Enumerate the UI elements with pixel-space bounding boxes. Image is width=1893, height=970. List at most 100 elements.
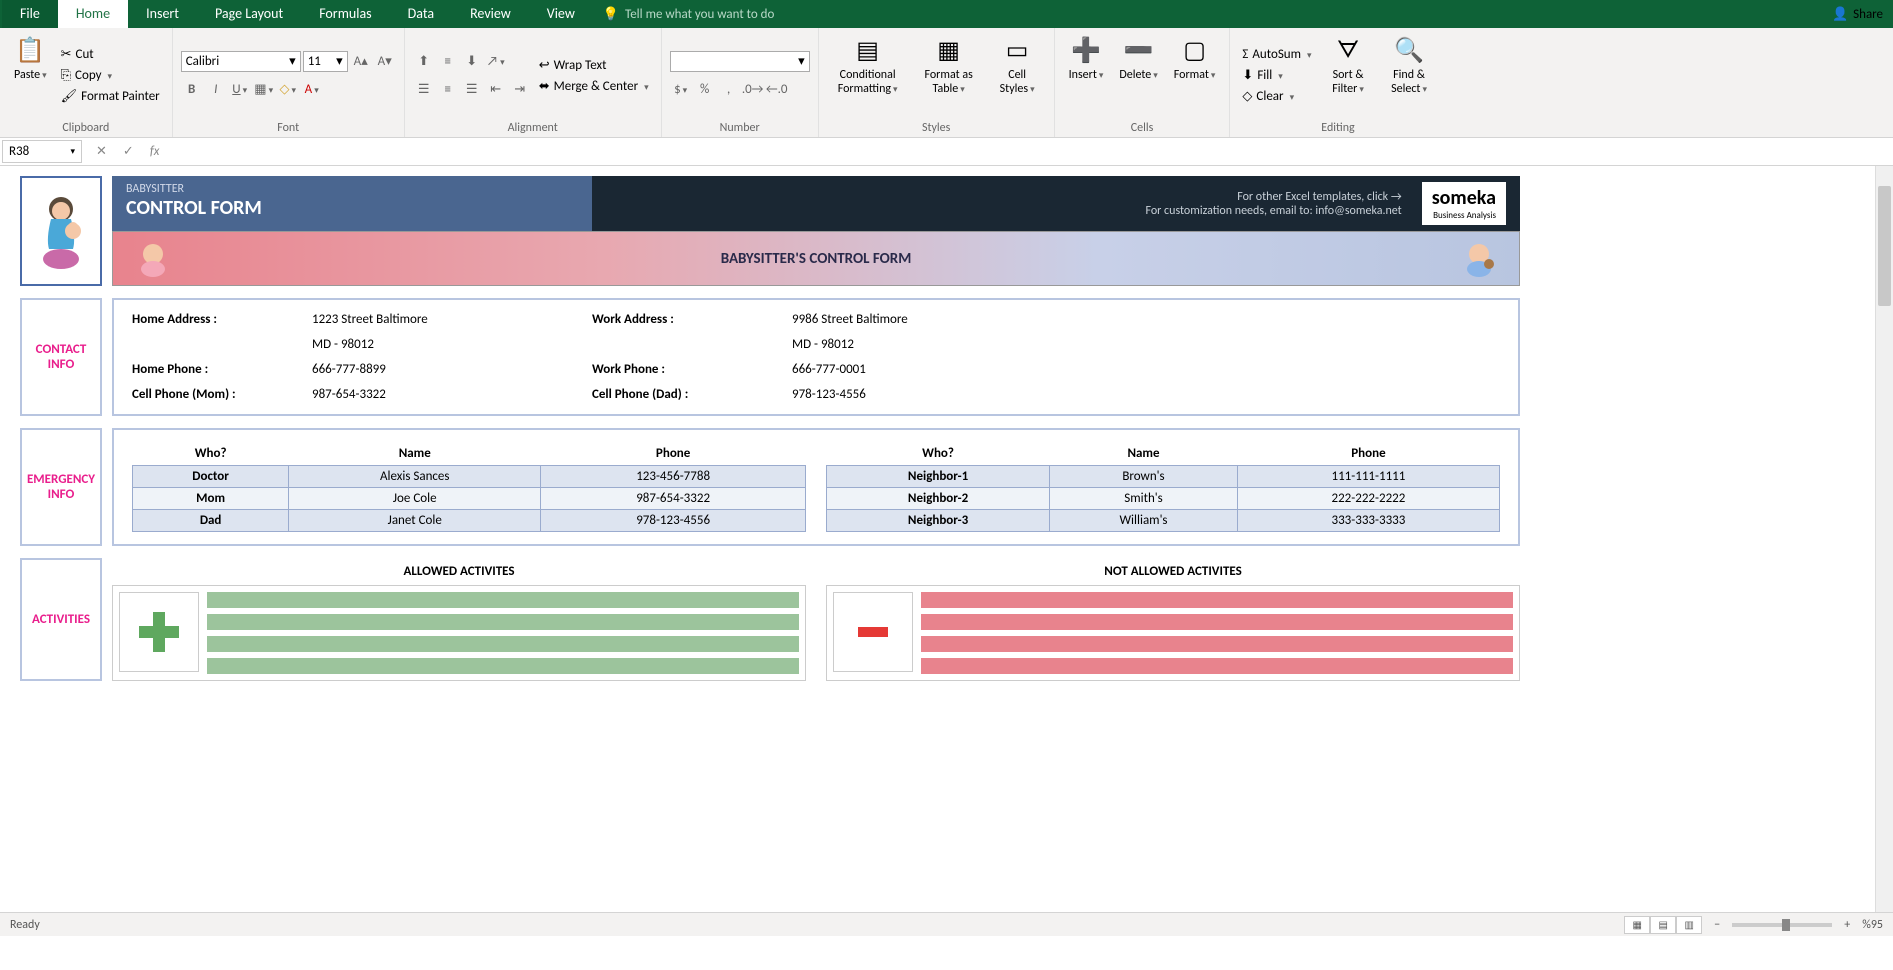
italic-button[interactable]: I [205, 79, 227, 101]
align-bottom-button[interactable]: ⬇ [461, 51, 483, 73]
align-top-button[interactable]: ⬆ [413, 51, 435, 73]
alignment-group-label: Alignment [413, 119, 653, 135]
currency-button[interactable]: $ [670, 78, 692, 100]
fill-color-button[interactable]: ◇ [277, 79, 299, 101]
cell-styles-button[interactable]: ▭ Cell Styles [989, 32, 1046, 119]
bold-button[interactable]: B [181, 79, 203, 101]
align-center-button[interactable]: ≡ [437, 79, 459, 101]
header-subtitle: BABYSITTER [126, 182, 578, 196]
share-button[interactable]: 👤 Share [1822, 1, 1893, 28]
allowed-line [207, 592, 799, 608]
share-icon: 👤 [1832, 7, 1848, 22]
baby-icon-left [133, 239, 173, 279]
format-painter-button[interactable]: 🖌Format Painter [57, 87, 164, 106]
tab-data[interactable]: Data [390, 0, 452, 28]
home-phone: 666-777-8899 [312, 362, 592, 377]
normal-view-button[interactable]: ▦ [1624, 916, 1650, 934]
format-icon: ▢ [1179, 34, 1211, 66]
decrease-font-button[interactable]: A▾ [374, 51, 396, 73]
name-box[interactable]: R38▾ [2, 140, 82, 163]
activities-box: ALLOWED ACTIVITES NOT ALLOWED ACTIVITES [112, 558, 1520, 681]
font-size-combo[interactable]: 11▾ [303, 51, 348, 72]
find-select-button[interactable]: 🔍Find & Select [1381, 32, 1438, 119]
zoom-in-button[interactable]: + [1844, 918, 1850, 932]
contact-box: Home Address : 1223 Street Baltimore Wor… [112, 298, 1520, 416]
wrap-icon: ↩ [539, 58, 550, 73]
wrap-text-button[interactable]: ↩Wrap Text [535, 56, 653, 75]
format-cells-button[interactable]: ▢Format [1168, 32, 1222, 119]
home-addr-2: MD - 98012 [312, 337, 592, 352]
tell-me-search[interactable]: 💡 Tell me what you want to do [593, 1, 785, 28]
group-alignment: ⬆ ≡ ⬇ ↗ ☰ ≡ ☰ ⇤ ⇥ ↩Wrap Text ⬌Merge & Ce… [405, 28, 662, 137]
cancel-formula-button[interactable]: ✕ [92, 144, 111, 159]
find-icon: 🔍 [1393, 34, 1425, 66]
tab-file[interactable]: File [2, 0, 58, 28]
number-format-combo[interactable]: ▾ [670, 51, 810, 72]
group-font: Calibri▾ 11▾ A▴ A▾ B I U ▦ ◇ A Font [173, 28, 405, 137]
percent-button[interactable]: % [694, 78, 716, 100]
fill-button[interactable]: ⬇Fill [1238, 66, 1315, 85]
insert-icon: ➕ [1070, 34, 1102, 66]
merge-icon: ⬌ [539, 79, 550, 94]
align-left-button[interactable]: ☰ [413, 79, 435, 101]
tab-insert[interactable]: Insert [128, 0, 197, 28]
fx-button[interactable]: fx [146, 144, 164, 159]
cell-mom: 987-654-3322 [312, 387, 592, 402]
conditional-formatting-button[interactable]: ▤ Conditional Formatting [827, 32, 909, 119]
tab-view[interactable]: View [529, 0, 593, 28]
delete-cells-button[interactable]: ➖Delete [1113, 32, 1163, 119]
cut-button[interactable]: ✂Cut [57, 45, 164, 64]
form-header: BABYSITTER CONTROL FORM For other Excel … [112, 176, 1520, 231]
not-allowed-line [921, 592, 1513, 608]
increase-indent-button[interactable]: ⇥ [509, 79, 531, 101]
orientation-button[interactable]: ↗ [485, 51, 507, 73]
align-middle-button[interactable]: ≡ [437, 51, 459, 73]
align-right-button[interactable]: ☰ [461, 79, 483, 101]
eraser-icon: ◇ [1242, 89, 1252, 104]
clear-button[interactable]: ◇Clear [1238, 87, 1315, 106]
group-clipboard: 📋 Paste ✂Cut ⎘Copy 🖌Format Painter Clipb… [0, 28, 173, 137]
comma-button[interactable]: , [718, 78, 740, 100]
insert-cells-button[interactable]: ➕Insert [1063, 32, 1110, 119]
paste-icon: 📋 [14, 34, 46, 66]
page-break-view-button[interactable]: ▥ [1676, 916, 1702, 934]
copy-button[interactable]: ⎘Copy [57, 66, 164, 85]
paste-button[interactable]: 📋 Paste [8, 32, 53, 119]
increase-font-button[interactable]: A▴ [350, 51, 372, 73]
header-title: CONTROL FORM [126, 196, 578, 220]
zoom-slider[interactable] [1732, 923, 1832, 927]
zoom-level[interactable]: %95 [1862, 918, 1883, 932]
table-icon: ▦ [933, 34, 965, 66]
vertical-scrollbar[interactable] [1875, 166, 1893, 912]
decrease-indent-button[interactable]: ⇤ [485, 79, 507, 101]
font-group-label: Font [181, 119, 396, 135]
sheet-area[interactable]: BABYSITTER CONTROL FORM For other Excel … [0, 166, 1893, 912]
border-button[interactable]: ▦ [253, 79, 275, 101]
underline-button[interactable]: U [229, 79, 251, 101]
delete-icon: ➖ [1123, 34, 1155, 66]
home-addr-label: Home Address : [132, 312, 312, 327]
page-layout-view-button[interactable]: ▤ [1650, 916, 1676, 934]
email-link[interactable]: For customization needs, email to: info@… [1145, 204, 1401, 218]
table-row: Neighbor-3William's333-333-3333 [827, 510, 1500, 532]
font-color-button[interactable]: A [301, 79, 323, 101]
templates-link[interactable]: For other Excel templates, click → [1145, 190, 1401, 204]
mother-logo [20, 176, 102, 286]
styles-icon: ▭ [1001, 34, 1033, 66]
table-row: Neighbor-2Smith's222-222-2222 [827, 488, 1500, 510]
format-as-table-button[interactable]: ▦ Format as Table [913, 32, 985, 119]
share-label: Share [1853, 7, 1883, 22]
zoom-out-button[interactable]: − [1714, 918, 1720, 932]
tab-page-layout[interactable]: Page Layout [197, 0, 301, 28]
increase-decimal-button[interactable]: .0→ [742, 78, 764, 100]
tab-home[interactable]: Home [58, 0, 128, 28]
font-family-combo[interactable]: Calibri▾ [181, 51, 301, 72]
sort-filter-button[interactable]: ᗊSort & Filter [1320, 32, 1377, 119]
tab-review[interactable]: Review [452, 0, 529, 28]
tab-formulas[interactable]: Formulas [301, 0, 389, 28]
autosum-button[interactable]: ΣAutoSum [1238, 45, 1315, 64]
enter-formula-button[interactable]: ✓ [119, 144, 138, 159]
merge-center-button[interactable]: ⬌Merge & Center [535, 77, 653, 96]
decrease-decimal-button[interactable]: ←.0 [766, 78, 788, 100]
allowed-line [207, 614, 799, 630]
